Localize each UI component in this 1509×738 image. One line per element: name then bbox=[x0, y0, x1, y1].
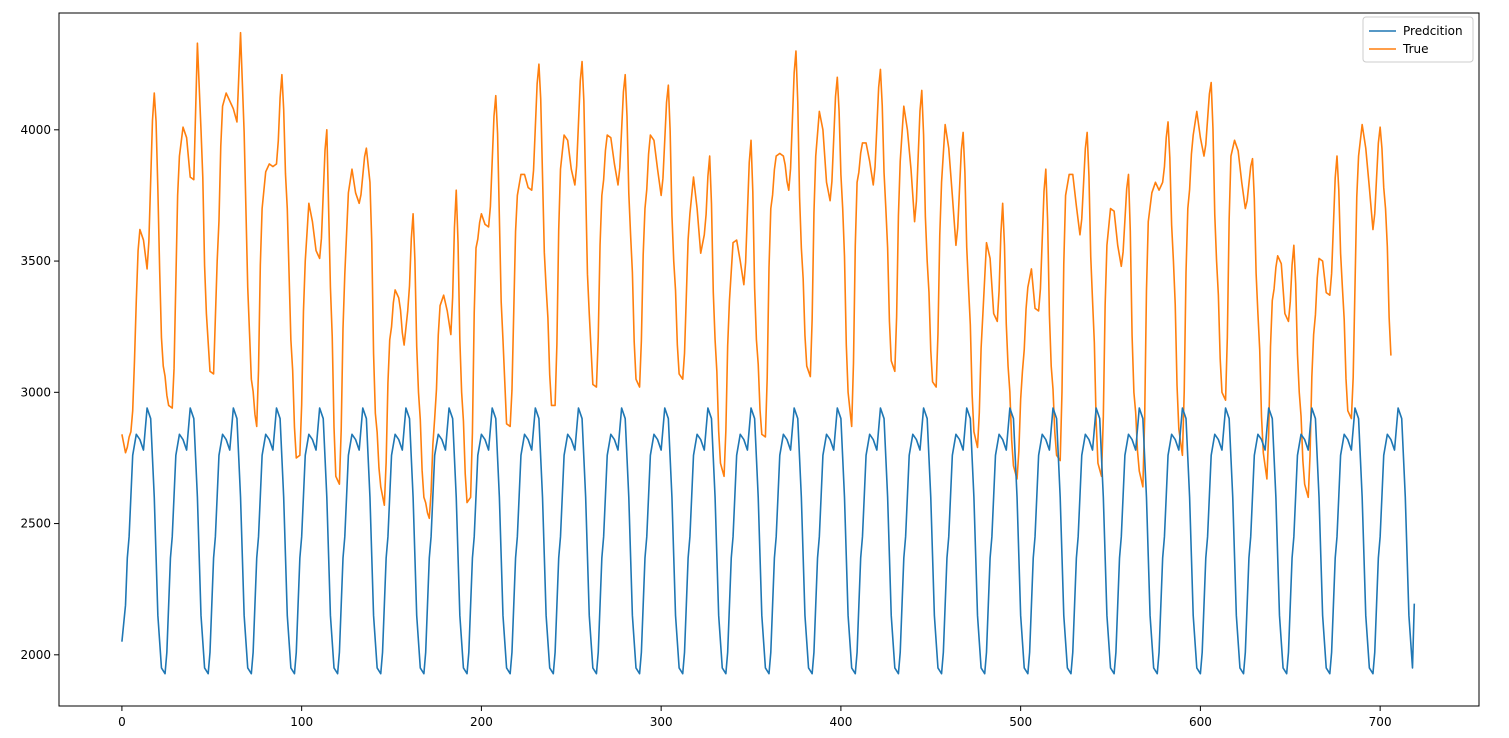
y-tick-label: 2500 bbox=[20, 517, 51, 531]
y-tick-label: 2000 bbox=[20, 648, 51, 662]
legend-label-predcition: Predcition bbox=[1403, 24, 1463, 38]
series-layer bbox=[121, 31, 1416, 675]
legend: Predcition True bbox=[1362, 16, 1474, 63]
y-tick-label: 3000 bbox=[20, 385, 51, 399]
x-tick-label: 700 bbox=[1369, 715, 1392, 729]
x-tick-label: 200 bbox=[470, 715, 493, 729]
y-axis: 2000 2500 3000 3500 4000 bbox=[20, 123, 59, 662]
series-line-true bbox=[121, 31, 1392, 520]
y-tick-label: 4000 bbox=[20, 123, 51, 137]
y-tick-label: 3500 bbox=[20, 254, 51, 268]
x-tick-label: 500 bbox=[1009, 715, 1032, 729]
x-tick-label: 100 bbox=[290, 715, 313, 729]
x-tick-label: 0 bbox=[118, 715, 126, 729]
legend-box bbox=[1362, 16, 1474, 63]
x-tick-label: 600 bbox=[1189, 715, 1212, 729]
plot-area bbox=[58, 12, 1480, 707]
legend-label-true: True bbox=[1402, 42, 1429, 56]
x-tick-label: 300 bbox=[650, 715, 673, 729]
series-line-predcition bbox=[121, 407, 1416, 675]
x-tick-label: 400 bbox=[829, 715, 852, 729]
x-axis: 0 100 200 300 400 500 600 700 bbox=[118, 706, 1392, 729]
